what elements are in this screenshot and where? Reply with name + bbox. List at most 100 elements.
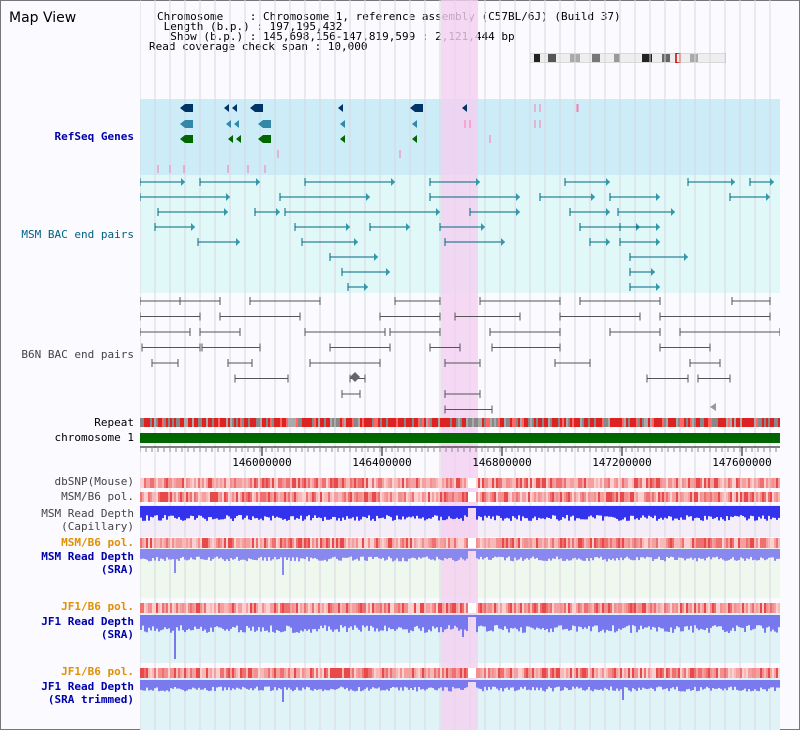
jf1-b6-pol-heat [372, 603, 374, 613]
msm-b6-pol2-heat [754, 538, 756, 548]
msm-capillary-depth [738, 506, 740, 517]
msm-sra-depth [240, 549, 242, 560]
msm-sra-depth [426, 549, 428, 557]
jf1-b6-pol-heat [464, 603, 466, 613]
msm-sra-depth [202, 549, 204, 560]
jf1-b6-pol-heat [252, 603, 254, 613]
msm-b6-pol2-heat [506, 538, 508, 548]
jf1-b6-pol-heat [418, 603, 420, 613]
jf1-b6-pol2-heat [204, 668, 206, 678]
jf1-sra-depth [600, 615, 602, 632]
dbsnp-heat [478, 478, 480, 488]
msm-b6-pol2-heat [674, 538, 676, 548]
repeat-bar [582, 418, 584, 427]
msm-b6-pol-heat [502, 492, 504, 502]
dbsnp-heat [590, 478, 592, 488]
jf1-b6-pol-heat [230, 603, 232, 613]
jf1-b6-pol2-heat [518, 668, 520, 678]
jf1-trim-depth [634, 680, 636, 690]
dbsnp-heat [370, 478, 372, 488]
dbsnp-heat [682, 478, 684, 488]
msm-sra-depth [296, 549, 298, 558]
msm-b6-pol-heat [754, 492, 756, 502]
jf1-trim-depth [164, 680, 166, 692]
repeat-bar [474, 418, 476, 427]
msm-b6-pol-heat [234, 492, 236, 502]
jf1-b6-pol-heat [564, 603, 566, 613]
jf1-b6-pol-heat [602, 603, 604, 613]
msm-bac-arrow [386, 268, 390, 276]
msm-sra-depth [702, 549, 704, 559]
jf1-sra-depth [770, 615, 772, 632]
dbsnp-heat [518, 478, 520, 488]
msm-b6-pol-heat [288, 492, 290, 502]
jf1-b6-pol-heat [198, 603, 200, 613]
dbsnp-heat [566, 478, 568, 488]
msm-sra-depth [186, 549, 188, 561]
jf1-sra-depth [418, 615, 420, 629]
jf1-sra-depth [626, 615, 628, 627]
jf1-sra-depth [318, 615, 320, 629]
msm-sra-depth [558, 549, 560, 560]
msm-capillary-depth [692, 506, 694, 521]
genome-track-plot[interactable]: 146000000 146400000 146800000 147200000 1476… [140, 0, 780, 730]
refseq-gene-mark [180, 104, 185, 112]
msm-capillary-depth [602, 506, 604, 521]
msm-capillary-depth [586, 506, 588, 520]
msm-capillary-depth [422, 506, 424, 518]
jf1-b6-pol2-heat [670, 668, 672, 678]
jf1-b6-pol2-heat [760, 668, 762, 678]
jf1-b6-pol2-heat [546, 668, 548, 678]
msm-capillary-depth [296, 506, 298, 519]
repeat-bar [264, 418, 266, 427]
jf1-b6-pol2-heat [708, 668, 710, 678]
repeat-bar [354, 418, 356, 427]
dbsnp-heat [490, 478, 492, 488]
jf1-b6-pol2-heat [252, 668, 254, 678]
msm-capillary-depth [208, 506, 210, 518]
jf1-trim-depth [598, 680, 600, 691]
jf1-b6-pol2-heat [380, 668, 382, 678]
msm-b6-pol-heat [724, 492, 726, 502]
jf1-trim-depth [194, 680, 196, 689]
jf1-sra-depth [150, 615, 152, 631]
jf1-b6-pol2-heat [450, 668, 452, 678]
dbsnp-heat [602, 478, 604, 488]
jf1-sra-depth [154, 615, 156, 631]
msm-b6-pol2-heat [748, 538, 750, 548]
jf1-trim-depth [590, 680, 592, 691]
msm-sra-depth [646, 549, 648, 557]
jf1-trim-depth [736, 680, 738, 690]
repeat-bar [548, 418, 550, 427]
msm-b6-pol-heat [540, 492, 542, 502]
jf1-b6-pol-heat [702, 603, 704, 613]
jf1-sra-depth [734, 615, 736, 632]
jf1-b6-pol-heat [728, 603, 730, 613]
repeat-bar [230, 418, 232, 427]
msm-b6-pol2-heat [622, 538, 624, 548]
jf1-b6-pol2-heat [242, 668, 244, 678]
jf1-b6-pol-heat [776, 603, 778, 613]
dbsnp-heat [376, 478, 378, 488]
dbsnp-heat [260, 478, 262, 488]
msm-b6-pol2-heat [610, 538, 612, 548]
jf1-trim-depth [312, 680, 314, 691]
dbsnp-heat [472, 478, 474, 488]
jf1-b6-pol-heat [400, 603, 402, 613]
msm-b6-pol2-heat [542, 538, 544, 548]
jf1-trim-depth [220, 680, 222, 687]
dbsnp-heat [290, 478, 292, 488]
jf1-trim-depth [368, 680, 370, 691]
jf1-b6-pol2-heat [410, 668, 412, 678]
repeat-bar [568, 418, 570, 427]
jf1-b6-pol2-heat [658, 668, 660, 678]
msm-capillary-depth [230, 506, 232, 519]
msm-sra-depth [382, 549, 384, 558]
msm-sra-depth [430, 549, 432, 560]
jf1-trim-depth [594, 680, 596, 690]
msm-b6-pol2-heat [494, 538, 496, 548]
msm-b6-pol2-heat [750, 538, 752, 548]
jf1-b6-pol2-heat [576, 668, 578, 678]
msm-b6-pol2-heat [602, 538, 604, 548]
jf1-sra-depth [416, 615, 418, 626]
